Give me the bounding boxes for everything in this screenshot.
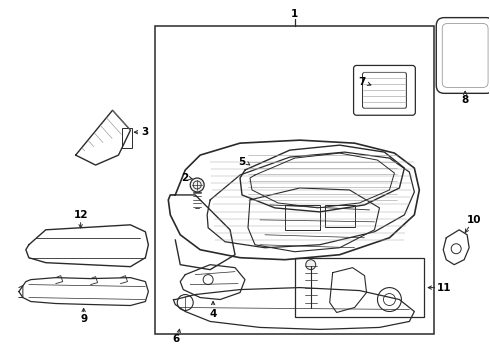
Text: 10: 10 [467, 215, 481, 225]
Text: 9: 9 [80, 314, 87, 324]
Text: 6: 6 [172, 334, 180, 345]
Text: 1: 1 [291, 9, 298, 19]
FancyBboxPatch shape [354, 66, 416, 115]
Bar [285, 205, 319, 230]
Bar [295, 258, 424, 318]
Bar [155, 26, 434, 334]
Text: 5: 5 [239, 157, 245, 167]
Bar [122, 128, 132, 148]
Circle shape [190, 178, 204, 192]
Text: 2: 2 [182, 173, 189, 183]
Circle shape [177, 294, 193, 310]
Text: 7: 7 [358, 77, 365, 87]
Bar [325, 205, 355, 227]
Text: 11: 11 [437, 283, 451, 293]
Text: 8: 8 [462, 95, 469, 105]
Text: 12: 12 [74, 210, 88, 220]
FancyBboxPatch shape [436, 18, 490, 93]
Text: 3: 3 [142, 127, 149, 137]
Text: 4: 4 [209, 310, 217, 319]
Circle shape [306, 260, 316, 270]
